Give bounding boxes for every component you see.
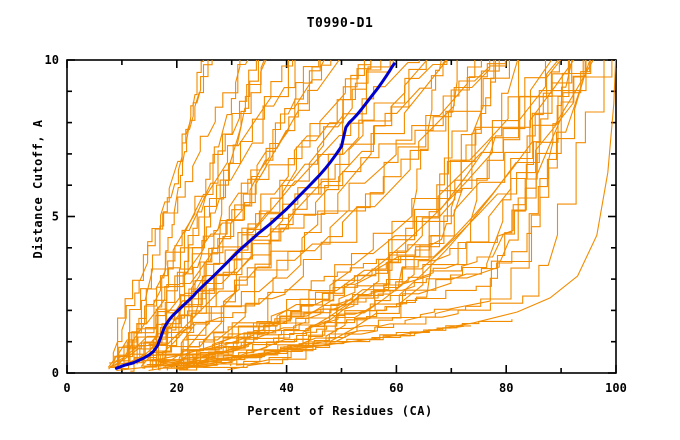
- ensemble-curve: [110, 60, 249, 367]
- ensemble-curve: [149, 60, 592, 368]
- ensemble-curve: [115, 60, 372, 370]
- ensemble-curve: [136, 60, 372, 365]
- ensemble-curve: [175, 60, 482, 369]
- highlighted-prediction-curve: [114, 62, 396, 370]
- y-tick-label: 0: [52, 366, 59, 380]
- ensemble-curve: [113, 60, 510, 366]
- ensemble-curve: [109, 60, 382, 369]
- ensemble-curve: [114, 60, 321, 363]
- ensemble-curve: [154, 60, 570, 367]
- ensemble-curve: [182, 60, 497, 366]
- ensemble-curve: [145, 60, 420, 368]
- x-tick-label: 0: [63, 381, 70, 395]
- ensemble-curve: [129, 60, 507, 363]
- ensemble-curve-outlier: [116, 60, 616, 372]
- ensemble-curve: [142, 60, 559, 362]
- y-tick-label: 10: [45, 53, 59, 67]
- ensemble-curve: [166, 60, 605, 371]
- ensemble-curve: [172, 60, 591, 367]
- ensemble-curve: [118, 60, 294, 362]
- x-tick-label: 100: [605, 381, 627, 395]
- ensemble-curve: [166, 325, 465, 371]
- ensemble-curve: [176, 60, 447, 363]
- ensemble-curve: [143, 60, 506, 365]
- x-tick-label: 60: [389, 381, 403, 395]
- ensemble-curve: [172, 60, 476, 367]
- ensemble-curve: [148, 319, 513, 372]
- axis-tick-labels: 0 20 40 60 80 100 0 5 10: [45, 53, 627, 395]
- ensemble-curve: [152, 60, 491, 371]
- x-tick-label: 80: [499, 381, 513, 395]
- ensemble-curve: [167, 60, 448, 367]
- ensemble-curve: [170, 60, 448, 368]
- ensemble-curve: [129, 60, 428, 366]
- ensemble-curve: [152, 60, 204, 362]
- ensemble-curve: [131, 60, 325, 363]
- x-tick-label: 20: [170, 381, 184, 395]
- ensemble-curve: [108, 60, 289, 370]
- ensemble-curve: [130, 60, 209, 372]
- ensemble-curve: [109, 60, 332, 368]
- x-axis-label: Percent of Residues (CA): [247, 404, 433, 418]
- ensemble-curve: [162, 60, 241, 365]
- ensemble-curve: [142, 60, 553, 357]
- ensemble-curve: [116, 60, 265, 367]
- ensemble-curve: [196, 60, 586, 366]
- y-tick-label: 5: [52, 210, 59, 224]
- page-title: T0990-D1: [306, 16, 374, 31]
- ensemble-curve: [178, 60, 500, 371]
- ensemble-curve: [109, 60, 213, 364]
- ensemble-curve: [184, 60, 560, 370]
- highlighted-series-group: [114, 62, 396, 370]
- x-tick-label: 40: [279, 381, 293, 395]
- ensemble-curve: [162, 60, 573, 363]
- ensemble-curve: [157, 60, 259, 371]
- ensemble-curve: [115, 60, 495, 363]
